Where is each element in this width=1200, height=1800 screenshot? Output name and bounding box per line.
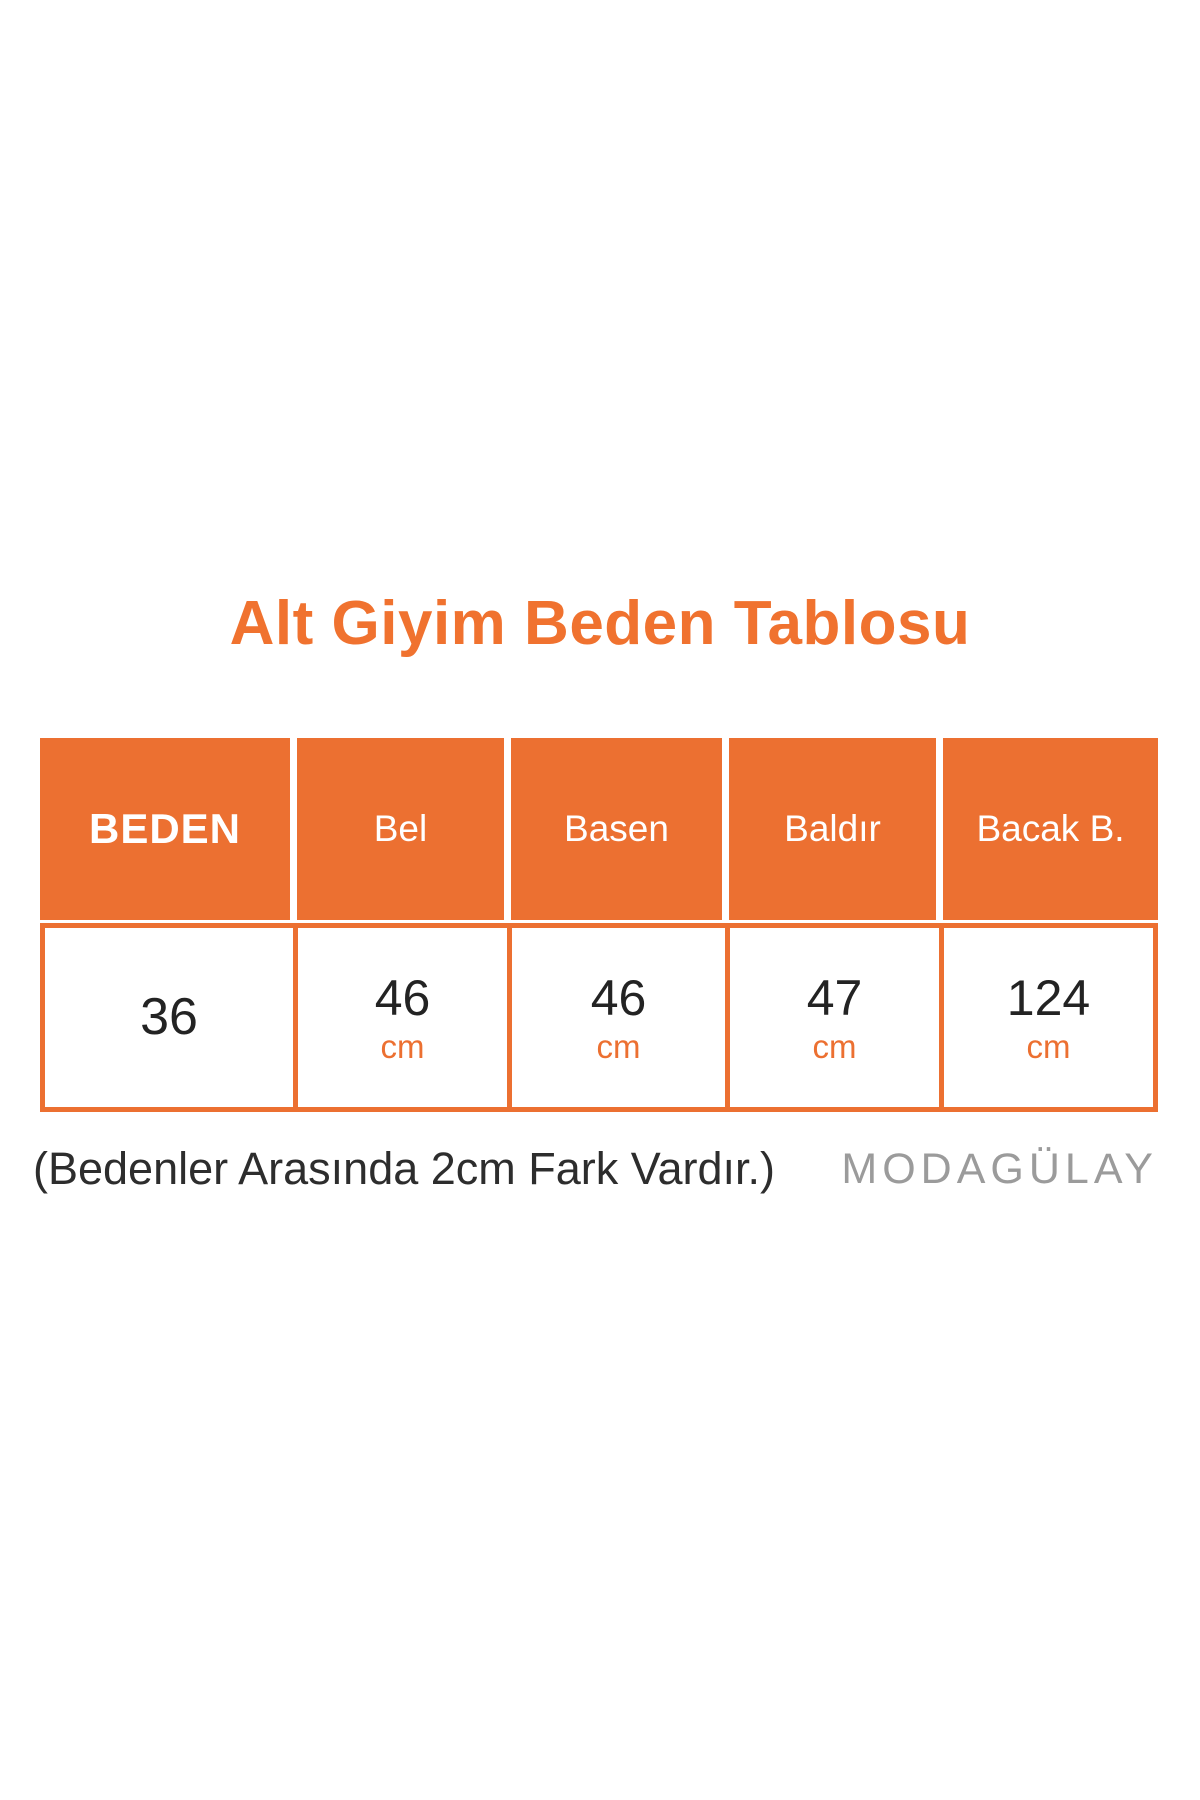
measure-unit: cm <box>812 1027 857 1065</box>
size-difference-note: (Bedenler Arasında 2cm Fark Vardır.) <box>33 1143 775 1194</box>
cell-bel-value: 46 cm <box>293 928 507 1107</box>
measure-value: 46 <box>590 970 647 1027</box>
table-header-row: BEDEN Bel Basen Baldır Bacak B. <box>40 738 1158 920</box>
measure-value: 47 <box>806 970 863 1027</box>
size-table: BEDEN Bel Basen Baldır Bacak B. 36 46 cm… <box>40 738 1158 1112</box>
header-cell-bel: Bel <box>297 738 504 920</box>
header-cell-baldir: Baldır <box>729 738 936 920</box>
footer: (Bedenler Arasında 2cm Fark Vardır.) MOD… <box>33 1138 1158 1200</box>
measure-unit: cm <box>380 1027 425 1065</box>
cell-beden-value: 36 <box>45 928 293 1107</box>
cell-basen-value: 46 cm <box>507 928 725 1107</box>
cell-bacak-b-value: 124 cm <box>939 928 1153 1107</box>
measure-value: 124 <box>1006 970 1091 1027</box>
header-cell-beden: BEDEN <box>40 738 290 920</box>
measure-unit: cm <box>596 1027 641 1065</box>
cell-baldir-value: 47 cm <box>725 928 939 1107</box>
size-value: 36 <box>140 988 198 1047</box>
header-cell-basen: Basen <box>511 738 722 920</box>
brand-logo: MODAGÜLAY <box>841 1144 1158 1193</box>
table-row: 36 46 cm 46 cm 47 cm 124 cm <box>40 923 1158 1112</box>
page-title: Alt Giyim Beden Tablosu <box>229 589 971 658</box>
measure-value: 46 <box>374 970 431 1027</box>
header-cell-bacak-b: Bacak B. <box>943 738 1158 920</box>
measure-unit: cm <box>1026 1027 1071 1065</box>
